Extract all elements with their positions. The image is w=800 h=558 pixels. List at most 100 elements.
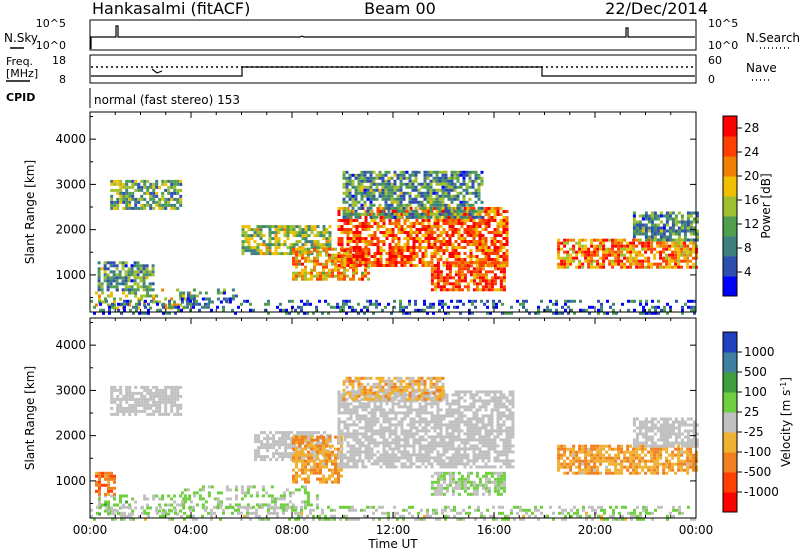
power-cell	[267, 303, 270, 306]
velocity-cell	[386, 462, 389, 465]
power-cell	[494, 246, 497, 249]
power-cell	[582, 309, 585, 312]
velocity-cell	[131, 410, 134, 413]
power-cell	[662, 266, 665, 269]
velocity-cell	[353, 423, 356, 426]
velocity-cell	[134, 404, 137, 407]
velocity-cell	[467, 390, 470, 393]
velocity-cell	[304, 463, 307, 466]
velocity-cell	[404, 447, 407, 450]
power-cell	[401, 246, 404, 249]
power-cell	[654, 227, 657, 230]
power-cell	[168, 300, 171, 303]
power-cell	[356, 255, 359, 258]
power-cell	[485, 258, 488, 261]
power-cell	[458, 261, 461, 264]
power-cell	[500, 267, 503, 270]
velocity-cell	[188, 498, 191, 501]
power-cell	[391, 201, 394, 204]
velocity-cell	[461, 438, 464, 441]
power-cell	[290, 243, 293, 246]
power-cell	[436, 183, 439, 186]
velocity-cell	[322, 481, 325, 484]
velocity-cell	[334, 463, 337, 466]
velocity-cell	[410, 408, 413, 411]
power-cell	[473, 234, 476, 237]
power-cell	[430, 189, 433, 192]
power-cell	[373, 216, 376, 219]
velocity-cell	[287, 443, 290, 446]
power-cell	[469, 171, 472, 174]
power-cell	[460, 216, 463, 219]
power-cell	[431, 237, 434, 240]
velocity-cell	[319, 481, 322, 484]
velocity-cell	[334, 472, 337, 475]
velocity-cell	[422, 408, 425, 411]
power-cell	[379, 177, 382, 180]
power-cell	[123, 303, 126, 306]
power-cell	[288, 300, 291, 303]
velocity-cell	[449, 411, 452, 414]
power-cell	[149, 186, 152, 189]
velocity-cell	[265, 491, 268, 494]
power-cell	[371, 261, 374, 264]
power-cell	[384, 306, 387, 309]
power-cell	[444, 303, 447, 306]
velocity-cell	[410, 429, 413, 432]
velocity-cell	[356, 459, 359, 462]
power-cell	[470, 279, 473, 282]
power-colorbar-tick-label: 8	[744, 241, 752, 255]
power-cell	[275, 246, 278, 249]
power-cell	[433, 171, 436, 174]
power-cell	[290, 228, 293, 231]
power-cell	[119, 276, 122, 279]
power-cell	[424, 213, 427, 216]
power-cell	[190, 295, 193, 298]
velocity-cell	[437, 432, 440, 435]
power-cell	[614, 251, 617, 254]
power-cell	[304, 251, 307, 254]
power-cell	[488, 285, 491, 288]
power-cell	[122, 279, 125, 282]
power-cell	[503, 264, 506, 267]
power-cell	[614, 239, 617, 242]
power-cell	[292, 263, 295, 266]
power-cell	[464, 237, 467, 240]
power-cell	[666, 224, 669, 227]
power-cell	[457, 204, 460, 207]
power-cell	[472, 183, 475, 186]
power-cell	[446, 264, 449, 267]
power-cell	[371, 243, 374, 246]
power-cell	[400, 177, 403, 180]
velocity-cell	[98, 487, 101, 490]
power-cell	[654, 230, 657, 233]
power-cell	[383, 240, 386, 243]
power-cell	[434, 222, 437, 225]
velocity-cell	[353, 450, 356, 453]
power-cell	[470, 219, 473, 222]
power-cell	[660, 233, 663, 236]
power-cell	[257, 252, 260, 255]
velocity-cell	[359, 417, 362, 420]
power-cell	[125, 285, 128, 288]
power-cell	[662, 260, 665, 263]
power-cell	[407, 258, 410, 261]
velocity-cell	[322, 445, 325, 448]
power-cell	[347, 228, 350, 231]
power-cell	[352, 198, 355, 201]
power-cell	[149, 198, 152, 201]
power-cell	[672, 227, 675, 230]
power-cell	[437, 267, 440, 270]
velocity-cell	[170, 404, 173, 407]
velocity-cell	[134, 392, 137, 395]
velocity-cell	[392, 429, 395, 432]
power-cell	[503, 243, 506, 246]
power-cell	[635, 266, 638, 269]
power-cell	[137, 207, 140, 210]
power-cell	[208, 298, 211, 301]
velocity-cell	[304, 472, 307, 475]
power-cell	[663, 215, 666, 218]
power-cell	[678, 212, 681, 215]
velocity-cell	[98, 475, 101, 478]
power-cell	[242, 231, 245, 234]
